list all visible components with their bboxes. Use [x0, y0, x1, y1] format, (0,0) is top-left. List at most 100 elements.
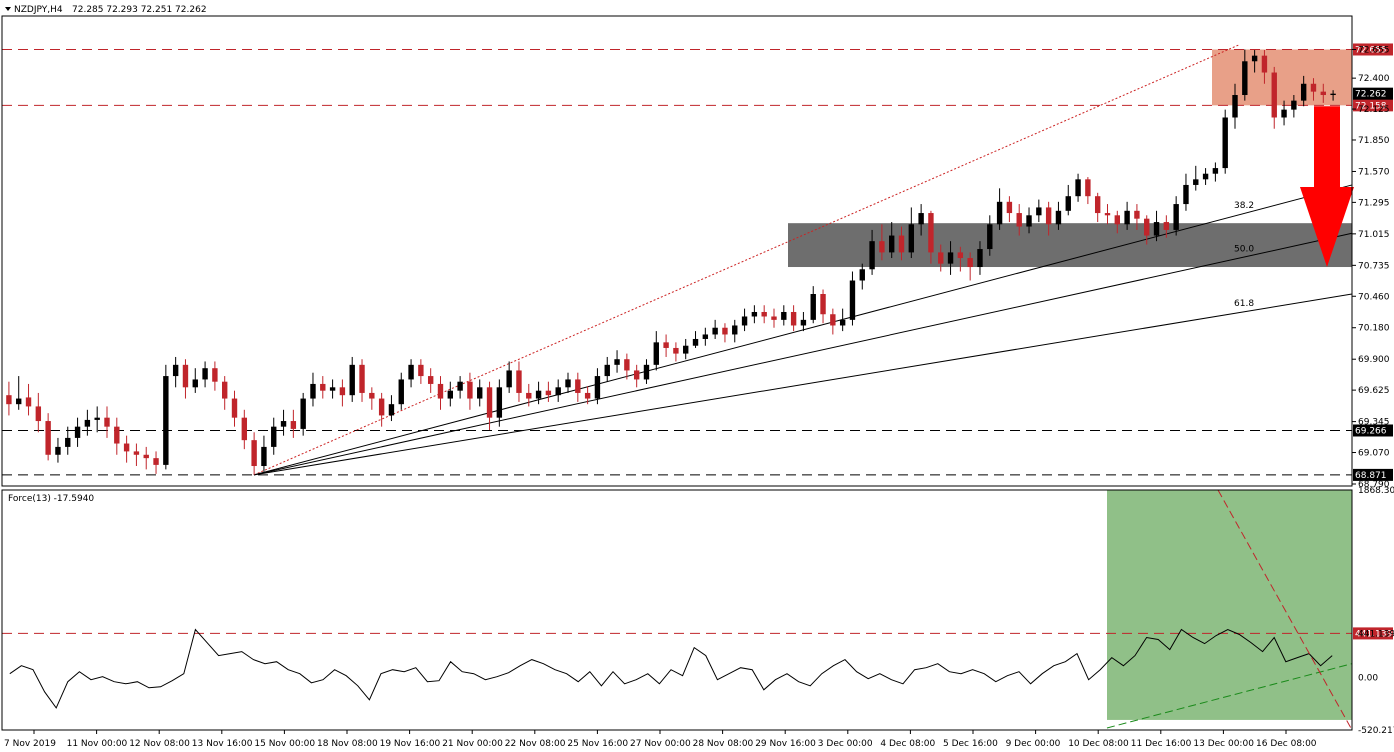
force-header: Force(13) -17.5940 [8, 494, 94, 504]
candle-body [427, 376, 434, 384]
time-label: 5 Dec 16:00 [943, 739, 998, 749]
candle-body [477, 387, 483, 399]
time-label: 9 Dec 00:00 [1006, 739, 1061, 749]
level-label-72.655: 72.655 [1355, 45, 1387, 55]
level-tag-72.158 [1353, 99, 1393, 112]
force-level-label: 441.1399 [1355, 629, 1394, 639]
candle-body [329, 387, 336, 391]
candle-body [84, 419, 91, 427]
candle-body [633, 370, 640, 380]
candle-body [624, 359, 630, 371]
price-tick-label: 71.295 [1358, 198, 1390, 208]
chart-header-symbol: NZDJPY,H4 [14, 5, 63, 15]
fib-fan-label-50.0: 50.0 [1234, 244, 1254, 254]
candle-body [663, 342, 669, 348]
candle-body [1163, 222, 1170, 230]
candle-body [555, 387, 561, 396]
candle-body [545, 390, 552, 396]
candle-body [839, 319, 846, 326]
candle-body [231, 398, 238, 418]
candle-body [123, 443, 130, 452]
time-label: 11 Dec 16:00 [1131, 739, 1192, 749]
candle-body [800, 319, 807, 326]
candle-body [467, 381, 473, 399]
candle-body [673, 347, 679, 354]
candle-body [1055, 210, 1062, 225]
force-green-zone [1107, 490, 1352, 720]
candle-body [1094, 196, 1101, 214]
candle-body [830, 314, 836, 326]
candle-body [271, 426, 277, 447]
candle-body [398, 379, 404, 405]
candle-body [1291, 100, 1297, 110]
candle-body [967, 258, 973, 268]
candle-body [1114, 215, 1120, 225]
candle-body [653, 342, 659, 365]
candle-body [565, 379, 571, 388]
candle-body [722, 327, 728, 335]
candle-body [614, 359, 620, 365]
level-label-68.871: 68.871 [1355, 471, 1387, 481]
candle-body [1242, 61, 1248, 96]
candle-body [526, 392, 532, 399]
price-tick-label: 70.180 [1358, 324, 1390, 334]
candle-body [918, 213, 924, 225]
candle-body [1016, 213, 1022, 227]
current-price-label: 72.262 [1355, 90, 1387, 100]
current-price-tag [1353, 87, 1393, 100]
fib-fan-line-61.8 [253, 293, 1353, 476]
candle-body [790, 311, 797, 326]
time-label: 13 Dec 00:00 [1193, 739, 1254, 749]
candle-body [820, 294, 826, 315]
candle-body [584, 392, 591, 399]
price-tick-label: 72.655 [1358, 45, 1390, 55]
time-label: 7 Nov 2019 [4, 739, 56, 749]
candle-body [222, 381, 228, 399]
candle-body [143, 454, 149, 459]
candle-body [1212, 168, 1219, 174]
candle-body [437, 383, 444, 399]
candle-body [879, 241, 885, 253]
candle-body [712, 327, 718, 335]
time-label: 11 Nov 00:00 [67, 739, 128, 749]
force-tick-label: -520.2179 [1358, 726, 1394, 736]
candle-body [114, 426, 120, 444]
candle-body [388, 404, 395, 416]
zones-layer [788, 49, 1352, 720]
candle-body [310, 383, 316, 399]
candle-body [1320, 91, 1326, 96]
candle-body [74, 426, 81, 438]
price-tick-label: 69.900 [1358, 355, 1390, 365]
force-resistance-line [1217, 489, 1353, 731]
candle-body [1104, 213, 1111, 216]
time-label: 19 Nov 16:00 [380, 739, 441, 749]
level-tag-68.871 [1353, 468, 1393, 481]
fib-fan-label-38.2: 38.2 [1234, 201, 1254, 211]
candle-body [418, 364, 424, 377]
candle-body [732, 325, 738, 335]
candle-body [1193, 179, 1199, 185]
candle-body [751, 311, 758, 317]
candle-body [535, 390, 542, 399]
force-tick-label: 1868.3098 [1358, 486, 1394, 496]
candle-body [947, 252, 954, 264]
price-tick-label: 68.790 [1358, 480, 1390, 490]
candle-body [1036, 207, 1042, 216]
time-label: 28 Nov 08:00 [693, 739, 754, 749]
candle-body [977, 249, 983, 268]
candle-body [781, 311, 787, 320]
candle-body [290, 421, 297, 429]
candle-body [104, 417, 110, 427]
candle-body [1144, 218, 1150, 236]
candle-body [1261, 55, 1268, 73]
candle-body [1251, 55, 1258, 62]
candle-body [378, 398, 385, 416]
level-tag-72.655 [1353, 43, 1393, 56]
candle-body [643, 364, 650, 380]
candle-body [938, 252, 944, 264]
time-label: 25 Nov 16:00 [567, 739, 628, 749]
collapse-icon[interactable] [5, 7, 11, 11]
time-label: 29 Nov 16:00 [755, 739, 816, 749]
candle-body [506, 370, 512, 388]
